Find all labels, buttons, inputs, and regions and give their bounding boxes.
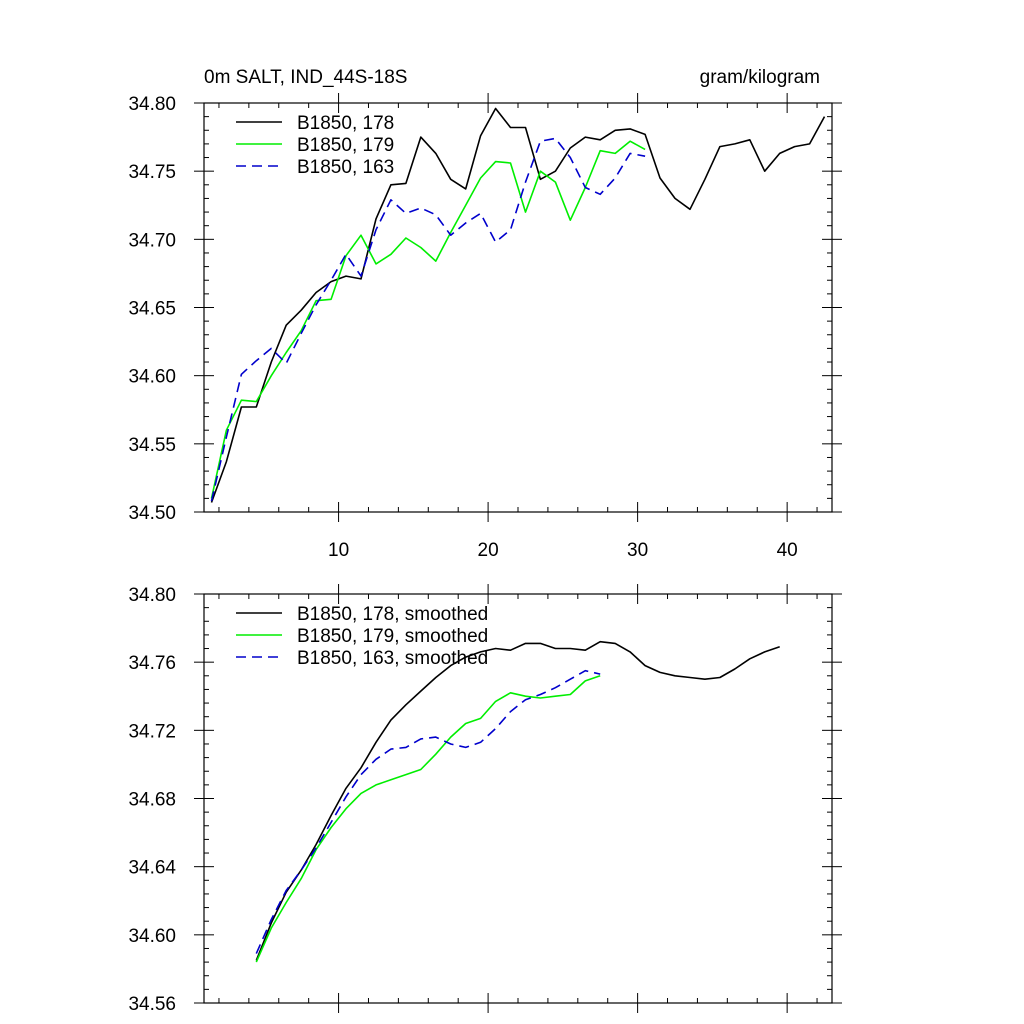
y-tick-label: 34.68 <box>128 790 176 811</box>
legend-label-0: B1850, 178 <box>297 113 394 134</box>
top-title-right: gram/kilogram <box>700 67 820 88</box>
series-line-1 <box>255 675 601 963</box>
legend-label-1: B1850, 179 <box>297 135 394 156</box>
x-tick-label: 30 <box>627 540 648 561</box>
y-tick-label: 34.60 <box>128 926 176 947</box>
x-tick-label: 20 <box>478 540 499 561</box>
series-line-1 <box>210 140 646 499</box>
legend-label-2: B1850, 163, smoothed <box>297 648 488 669</box>
y-tick-label: 34.70 <box>128 230 176 251</box>
y-tick-label: 34.64 <box>128 858 176 879</box>
y-tick-label: 34.55 <box>128 435 176 456</box>
legend-label-2: B1850, 163 <box>297 157 394 178</box>
y-tick-label: 34.65 <box>128 299 176 320</box>
y-tick-label: 34.80 <box>128 94 176 115</box>
series-line-2 <box>255 669 601 954</box>
legend-label-1: B1850, 179, smoothed <box>297 626 488 647</box>
y-tick-label: 34.60 <box>128 367 176 388</box>
series-line-0 <box>210 107 826 503</box>
series-line-2 <box>210 137 646 502</box>
series-line-0 <box>255 640 780 961</box>
y-tick-label: 34.56 <box>128 994 176 1015</box>
y-tick-label: 34.80 <box>128 585 176 606</box>
x-tick-label: 10 <box>328 540 349 561</box>
y-tick-label: 34.50 <box>128 503 176 524</box>
legend-label-0: B1850, 178, smoothed <box>297 604 488 625</box>
bottom-panel: 34.56 34.60 34.64 34.68 34.72 34.76 34.80 B1850… <box>128 584 842 1015</box>
x-tick-label: 40 <box>777 540 798 561</box>
top-title-left: 0m SALT, IND_44S-18S <box>204 67 407 88</box>
y-tick-label: 34.75 <box>128 162 176 183</box>
top-panel: 0m SALT, IND_44S-18S gram/kilogram 34.50… <box>128 67 842 561</box>
y-tick-label: 34.76 <box>128 653 176 674</box>
y-tick-label: 34.72 <box>128 721 176 742</box>
